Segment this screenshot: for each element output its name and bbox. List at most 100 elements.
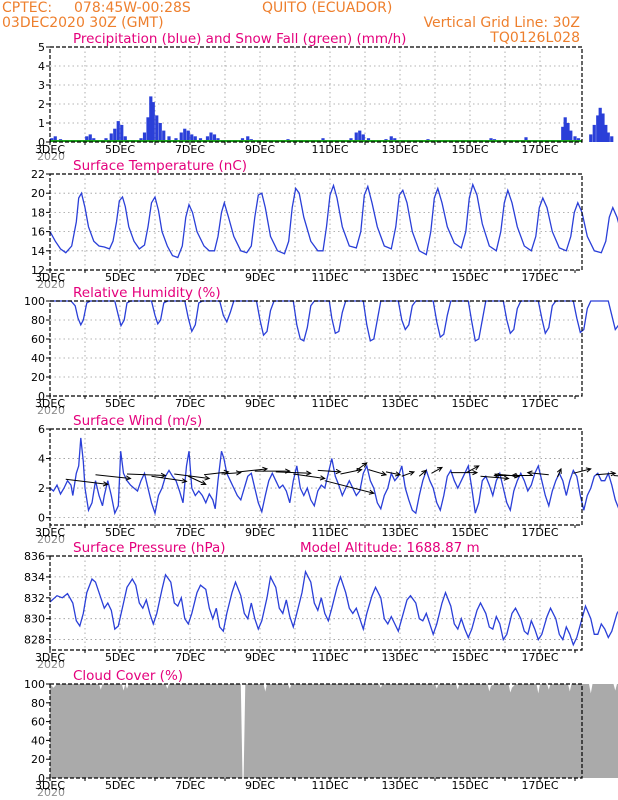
precip-bar — [142, 132, 147, 142]
wind-vector-shaft — [595, 472, 616, 476]
pressure-year-mask — [36, 662, 66, 672]
wind-xtick-label: 15DEC — [451, 526, 488, 539]
temperature-ytick-label: 22 — [31, 168, 45, 181]
precip-bar — [85, 136, 89, 142]
wind-vector-head — [503, 475, 510, 481]
precip-bar — [358, 130, 362, 142]
wind-vector-head — [368, 489, 375, 495]
precip-bar — [246, 136, 250, 142]
wind-vector — [401, 470, 416, 477]
wind-vector-shaft — [527, 472, 549, 476]
wind-vector — [293, 473, 326, 481]
wind-year-mask — [36, 537, 66, 547]
temperature-ytick-label: 12 — [31, 264, 45, 277]
pressure-xtick-label: 11DEC — [311, 651, 348, 664]
header-source: CPTEC: — [2, 0, 52, 16]
pressure-xtick-label: 9DEC — [245, 651, 275, 664]
humidity-xtick-label: 7DEC — [175, 397, 205, 410]
cloud-xtick-label: 11DEC — [311, 779, 348, 792]
pressure-note: Model Altitude: 1688.87 m — [300, 540, 480, 556]
wind-vector — [317, 468, 342, 475]
precip-bar — [361, 134, 365, 142]
temperature-xtick-label: 3DEC — [35, 271, 65, 284]
wind-vector-head — [102, 481, 109, 487]
precip-ytick-label: 4 — [38, 60, 45, 73]
cloud-area — [50, 684, 618, 778]
pressure-title: Surface Pressure (hPa) — [73, 540, 226, 556]
precip-bar — [354, 132, 358, 142]
wind-vector-shaft — [385, 471, 401, 476]
precip-bar — [604, 124, 608, 142]
wind-vector-shaft — [203, 471, 229, 476]
wind-vector-head — [181, 478, 188, 484]
wind-vector — [613, 475, 618, 477]
precip-bar — [149, 96, 153, 142]
wind-vector-shaft — [293, 473, 325, 479]
cloud-ytick-label: 40 — [31, 734, 45, 747]
precip-xtick-label: 17DEC — [521, 143, 558, 156]
temperature-frame — [49, 173, 583, 271]
wind-vector-shaft — [221, 472, 241, 475]
temperature-ytick-label: 18 — [31, 206, 45, 219]
precip-year-mask — [36, 154, 66, 164]
wind-xtick-label: 17DEC — [521, 526, 558, 539]
cloud-year-mask — [36, 790, 66, 800]
wind-vector-shaft — [355, 462, 368, 471]
wind-line — [49, 437, 618, 516]
temperature-title: Surface Temperature (nC) — [73, 158, 247, 174]
cloud-xtick-label: 15DEC — [451, 779, 488, 792]
temperature-ytick-label: 20 — [31, 187, 45, 200]
wind-vector — [368, 469, 388, 477]
wind-vector — [556, 467, 562, 478]
cloud-title: Cloud Cover (%) — [73, 668, 183, 684]
precip-xtick-label: 5DEC — [105, 143, 135, 156]
wind-vector-head — [556, 467, 562, 474]
wind-xtick-label: 5DEC — [105, 526, 135, 539]
wind-vector — [355, 462, 368, 471]
precip-xtick-label: 11DEC — [311, 143, 348, 156]
wind-vector-head — [235, 470, 242, 476]
wind-vector — [174, 473, 211, 481]
precip-bar — [596, 115, 600, 142]
precip-frame — [49, 46, 583, 143]
precip-bar — [162, 130, 166, 142]
wind-vector-head — [204, 475, 211, 481]
wind-vector-head — [125, 475, 132, 481]
precip-bar — [155, 115, 159, 142]
humidity-panel: 0 20 40 60 80 100 3DEC 5DEC 7DEC 9DEC 11DEC 13DEC 15… — [24, 285, 618, 418]
precip-bar — [389, 136, 393, 142]
precip-bar — [561, 126, 565, 142]
wind-xtick-label: 13DEC — [381, 526, 418, 539]
wind-vector-shaft — [275, 471, 311, 474]
precip-ytick-label: 1 — [38, 117, 45, 130]
wind-vector — [126, 472, 167, 478]
wind-vector-shaft — [126, 473, 166, 477]
cloud-frame — [49, 683, 583, 779]
precip-panel: 0 1 2 3 4 5 3DEC 5DEC 7DEC 9DEC 11DEC 13DEC 15DEC 17D… — [35, 31, 614, 164]
precip-title: Precipitation (blue) and Snow Fall (gree… — [73, 31, 406, 47]
wind-vector-shaft — [480, 475, 509, 479]
precip-bar — [53, 136, 57, 142]
wind-vector-shaft — [95, 474, 131, 479]
humidity-xtick-label: 9DEC — [245, 397, 275, 410]
humidity-ytick-label: 20 — [31, 371, 45, 384]
precip-xtick-label: 15DEC — [451, 143, 488, 156]
precip-bar — [212, 134, 217, 142]
wind-xtick-label: 9DEC — [245, 526, 275, 539]
precip-bar — [610, 136, 614, 142]
wind-vector-shaft — [418, 469, 427, 477]
wind-vector-head — [395, 471, 402, 477]
wind-panel: 0 2 4 6 3DEC 5DEC 7DEC 9DEC 11DEC 13DEC 15DEC 17DEC… — [35, 413, 618, 547]
wind-vector-shaft — [557, 468, 562, 478]
wind-vector-shaft — [151, 475, 187, 482]
cloud-xtick-label: 3DEC — [35, 779, 65, 792]
humidity-ytick-label: 80 — [31, 314, 45, 327]
pressure-xtick-label: 7DEC — [175, 651, 205, 664]
temperature-panel: 12 14 16 18 20 22 3DEC 5DEC 7DEC 9DEC 11DEC 13DEC 15… — [31, 158, 618, 292]
wind-vector-shaft — [613, 475, 618, 477]
wind-vector — [450, 469, 479, 476]
temperature-xtick-label: 9DEC — [245, 271, 275, 284]
humidity-ytick-label: 100 — [24, 295, 45, 308]
wind-vector-shaft — [340, 469, 362, 475]
cloud-xtick-label: 5DEC — [105, 779, 135, 792]
